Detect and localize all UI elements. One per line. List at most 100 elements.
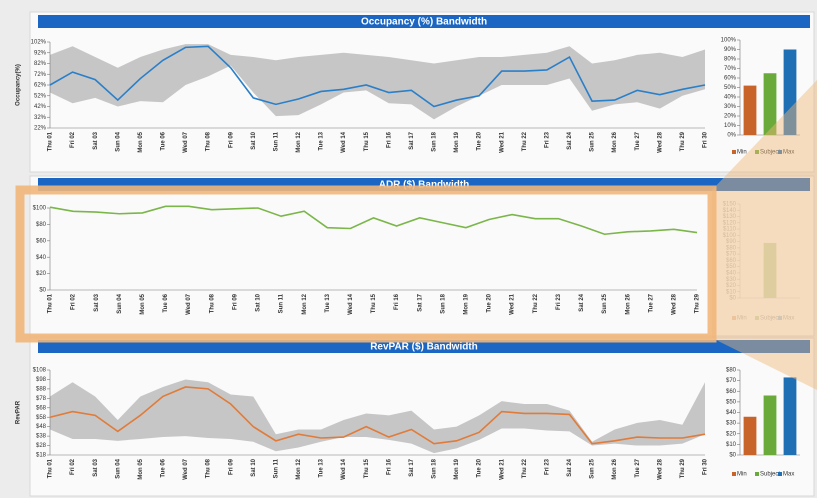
x-tick-label: Mon 05 xyxy=(138,131,144,152)
x-tick-label: Fri 09 xyxy=(232,293,238,310)
x-tick-label: Tue 20 xyxy=(477,131,483,150)
x-tick-label: Thu 08 xyxy=(206,458,212,478)
x-tick-label: Fri 09 xyxy=(228,458,234,475)
legend-swatch xyxy=(778,150,782,154)
x-tick-label: Thu 01 xyxy=(48,293,54,313)
x-tick-label: Wed 07 xyxy=(186,293,192,315)
y-tick-label: $70 xyxy=(726,252,737,258)
x-tick-label: Mon 26 xyxy=(625,293,631,314)
legend-label: Subject xyxy=(760,472,780,478)
y-tick-label: $80 xyxy=(726,245,737,251)
x-tick-label: Tue 27 xyxy=(648,293,654,312)
x-tick-label: Sun 04 xyxy=(117,293,123,313)
chart: 0% 10% 20% 30% 40% 50% 60% 70% 80% 90% 100% Min Subj… xyxy=(721,38,800,156)
y-tick-label: $150 xyxy=(723,202,737,208)
y-tick-label: 22% xyxy=(34,126,47,132)
x-tick-label: Thu 08 xyxy=(209,293,215,313)
legend-swatch xyxy=(732,316,736,320)
legend-label: Max xyxy=(783,472,794,478)
bar xyxy=(783,49,797,135)
x-tick-label: Sun 11 xyxy=(279,293,285,313)
x-tick-label: Thu 22 xyxy=(522,458,528,478)
y-tick-label: $80 xyxy=(36,222,47,228)
x-tick-label: Sat 24 xyxy=(567,131,573,149)
x-tick-label: Fri 23 xyxy=(544,458,550,475)
x-tick-label: Sun 11 xyxy=(273,131,279,151)
y-tick-label: $88 xyxy=(36,386,47,392)
bar xyxy=(763,242,777,298)
chart-title: ADR ($) Bandwidth xyxy=(379,180,470,191)
x-tick-label: Wed 21 xyxy=(510,293,516,315)
y-tick-label: $50 xyxy=(726,399,737,405)
chart: $0$10$20$30$40$50$60$70$80$90$100$110$12… xyxy=(723,202,800,322)
charts: Occupancy (%) Bandwidth Occupancy(%) 22% 32… xyxy=(16,15,810,480)
x-tick-label: Tue 06 xyxy=(163,293,169,312)
y-tick-label: $110 xyxy=(723,227,737,233)
x-tick-label: Fri 16 xyxy=(386,458,392,475)
y-tick-label: $40 xyxy=(726,410,737,416)
x-tick-label: Sat 24 xyxy=(567,458,573,476)
bandwidth-area xyxy=(50,44,705,120)
x-tick-label: Sat 17 xyxy=(409,131,415,149)
chart: Occupancy (%) Bandwidth Occupancy(%) 22% 32… xyxy=(16,15,810,153)
y-tick-label: 10% xyxy=(724,123,737,129)
y-tick-label: 50% xyxy=(724,85,737,91)
x-tick-label: Sat 10 xyxy=(251,131,257,149)
y-tick-label: $60 xyxy=(726,389,737,395)
x-tick-label: Thu 29 xyxy=(680,458,686,478)
legend-label: Max xyxy=(783,316,794,322)
x-tick-label: Mon 12 xyxy=(296,131,302,152)
x-tick-label: Thu 15 xyxy=(364,131,370,151)
y-tick-label: 0% xyxy=(727,133,736,139)
x-tick-label: Thu 15 xyxy=(364,458,370,478)
y-tick-label: $100 xyxy=(33,206,47,212)
legend-label: Max xyxy=(783,150,794,156)
x-tick-label: Sat 10 xyxy=(251,458,257,476)
line xyxy=(49,386,706,445)
x-tick-label: Wed 14 xyxy=(348,293,354,315)
x-tick-label: Sun 25 xyxy=(590,131,596,151)
x-tick-label: Thu 29 xyxy=(695,293,701,313)
x-tick-label: Sat 03 xyxy=(93,458,99,476)
y-tick-label: $10 xyxy=(726,442,737,448)
bar xyxy=(783,377,797,455)
x-tick-label: Thu 22 xyxy=(533,293,539,313)
legend-swatch xyxy=(732,472,736,476)
x-tick-label: Fri 23 xyxy=(544,131,550,148)
x-tick-label: Thu 22 xyxy=(522,131,528,151)
y-axis-label: RevPAR xyxy=(16,400,22,424)
x-tick-label: Sun 11 xyxy=(273,458,279,478)
legend-label: Min xyxy=(737,472,747,478)
x-tick-label: Sat 17 xyxy=(409,458,415,476)
legend-label: Min xyxy=(737,150,747,156)
x-tick-label: Mon 12 xyxy=(296,458,302,479)
x-tick-label: Thu 08 xyxy=(206,131,212,151)
y-tick-label: $98 xyxy=(36,377,47,383)
y-tick-label: $0 xyxy=(729,453,736,459)
x-tick-label: Mon 05 xyxy=(140,293,146,314)
y-tick-label: 72% xyxy=(34,72,47,78)
y-tick-label: 52% xyxy=(34,93,47,99)
highlight-frame xyxy=(15,185,717,343)
x-tick-label: Mon 12 xyxy=(302,293,308,314)
y-tick-label: 62% xyxy=(34,83,47,89)
legend-swatch xyxy=(778,472,782,476)
y-tick-label: 82% xyxy=(34,61,47,67)
y-tick-label: $60 xyxy=(726,258,737,264)
x-tick-label: Mon 19 xyxy=(454,131,460,152)
chart-title: Occupancy (%) Bandwidth xyxy=(361,17,487,28)
x-tick-label: Sun 18 xyxy=(432,458,438,478)
y-tick-label: $40 xyxy=(726,271,737,277)
legend-label: Min xyxy=(737,316,747,322)
x-tick-label: Mon 05 xyxy=(138,458,144,479)
y-tick-label: $78 xyxy=(36,396,47,402)
x-tick-label: Thu 01 xyxy=(48,458,54,478)
y-tick-label: $130 xyxy=(723,214,737,220)
y-tick-label: $58 xyxy=(36,415,47,421)
y-tick-label: 40% xyxy=(724,95,737,101)
y-axis-label: Occupancy(%) xyxy=(16,64,22,106)
y-tick-label: $28 xyxy=(36,443,47,449)
x-tick-label: Wed 14 xyxy=(341,131,347,153)
x-tick-label: Mon 19 xyxy=(454,458,460,479)
y-tick-label: 102% xyxy=(31,40,47,46)
